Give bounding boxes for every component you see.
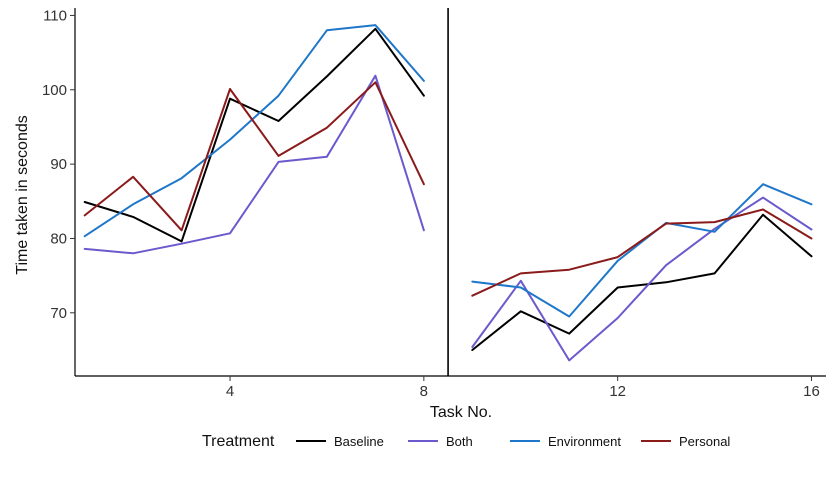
legend-item-both: Both bbox=[408, 434, 473, 449]
series-segment bbox=[471, 183, 813, 318]
legend-label: Both bbox=[446, 434, 473, 449]
y-tick-label: 80 bbox=[50, 230, 67, 247]
legend-label: Baseline bbox=[334, 434, 384, 449]
legend-item-environment: Environment bbox=[510, 434, 621, 449]
legend: Treatment Baseline Both Environment Persona… bbox=[202, 433, 730, 450]
y-tick-label: 100 bbox=[42, 82, 67, 99]
series-personal-line bbox=[83, 81, 813, 297]
legend-title: Treatment bbox=[202, 433, 275, 450]
x-tick-label: 4 bbox=[226, 383, 234, 400]
series-segment bbox=[83, 24, 425, 238]
series-segment bbox=[471, 213, 813, 351]
legend-label: Environment bbox=[548, 434, 621, 449]
series-segment bbox=[83, 27, 425, 243]
legend-item-baseline: Baseline bbox=[296, 434, 384, 449]
x-tick-label: 8 bbox=[420, 383, 428, 400]
series-segment bbox=[471, 196, 813, 362]
series-layer bbox=[83, 24, 813, 362]
y-tick-label: 70 bbox=[50, 305, 67, 322]
y-axis-title: Time taken in seconds bbox=[14, 115, 31, 274]
x-axis-title: Task No. bbox=[430, 404, 492, 421]
y-tick-label: 90 bbox=[50, 156, 67, 173]
axes-layer: 70 80 90 100 110 4 8 12 16 bbox=[42, 7, 826, 400]
series-segment bbox=[471, 208, 813, 297]
legend-label: Personal bbox=[679, 434, 730, 449]
legend-item-personal: Personal bbox=[641, 434, 730, 449]
series-baseline-line bbox=[83, 27, 813, 351]
y-tick-label: 110 bbox=[43, 7, 67, 24]
x-tick-label: 16 bbox=[803, 383, 820, 400]
series-environment-line bbox=[83, 24, 813, 318]
series-segment bbox=[83, 74, 425, 255]
series-segment bbox=[83, 81, 425, 232]
x-tick-label: 12 bbox=[609, 383, 626, 400]
